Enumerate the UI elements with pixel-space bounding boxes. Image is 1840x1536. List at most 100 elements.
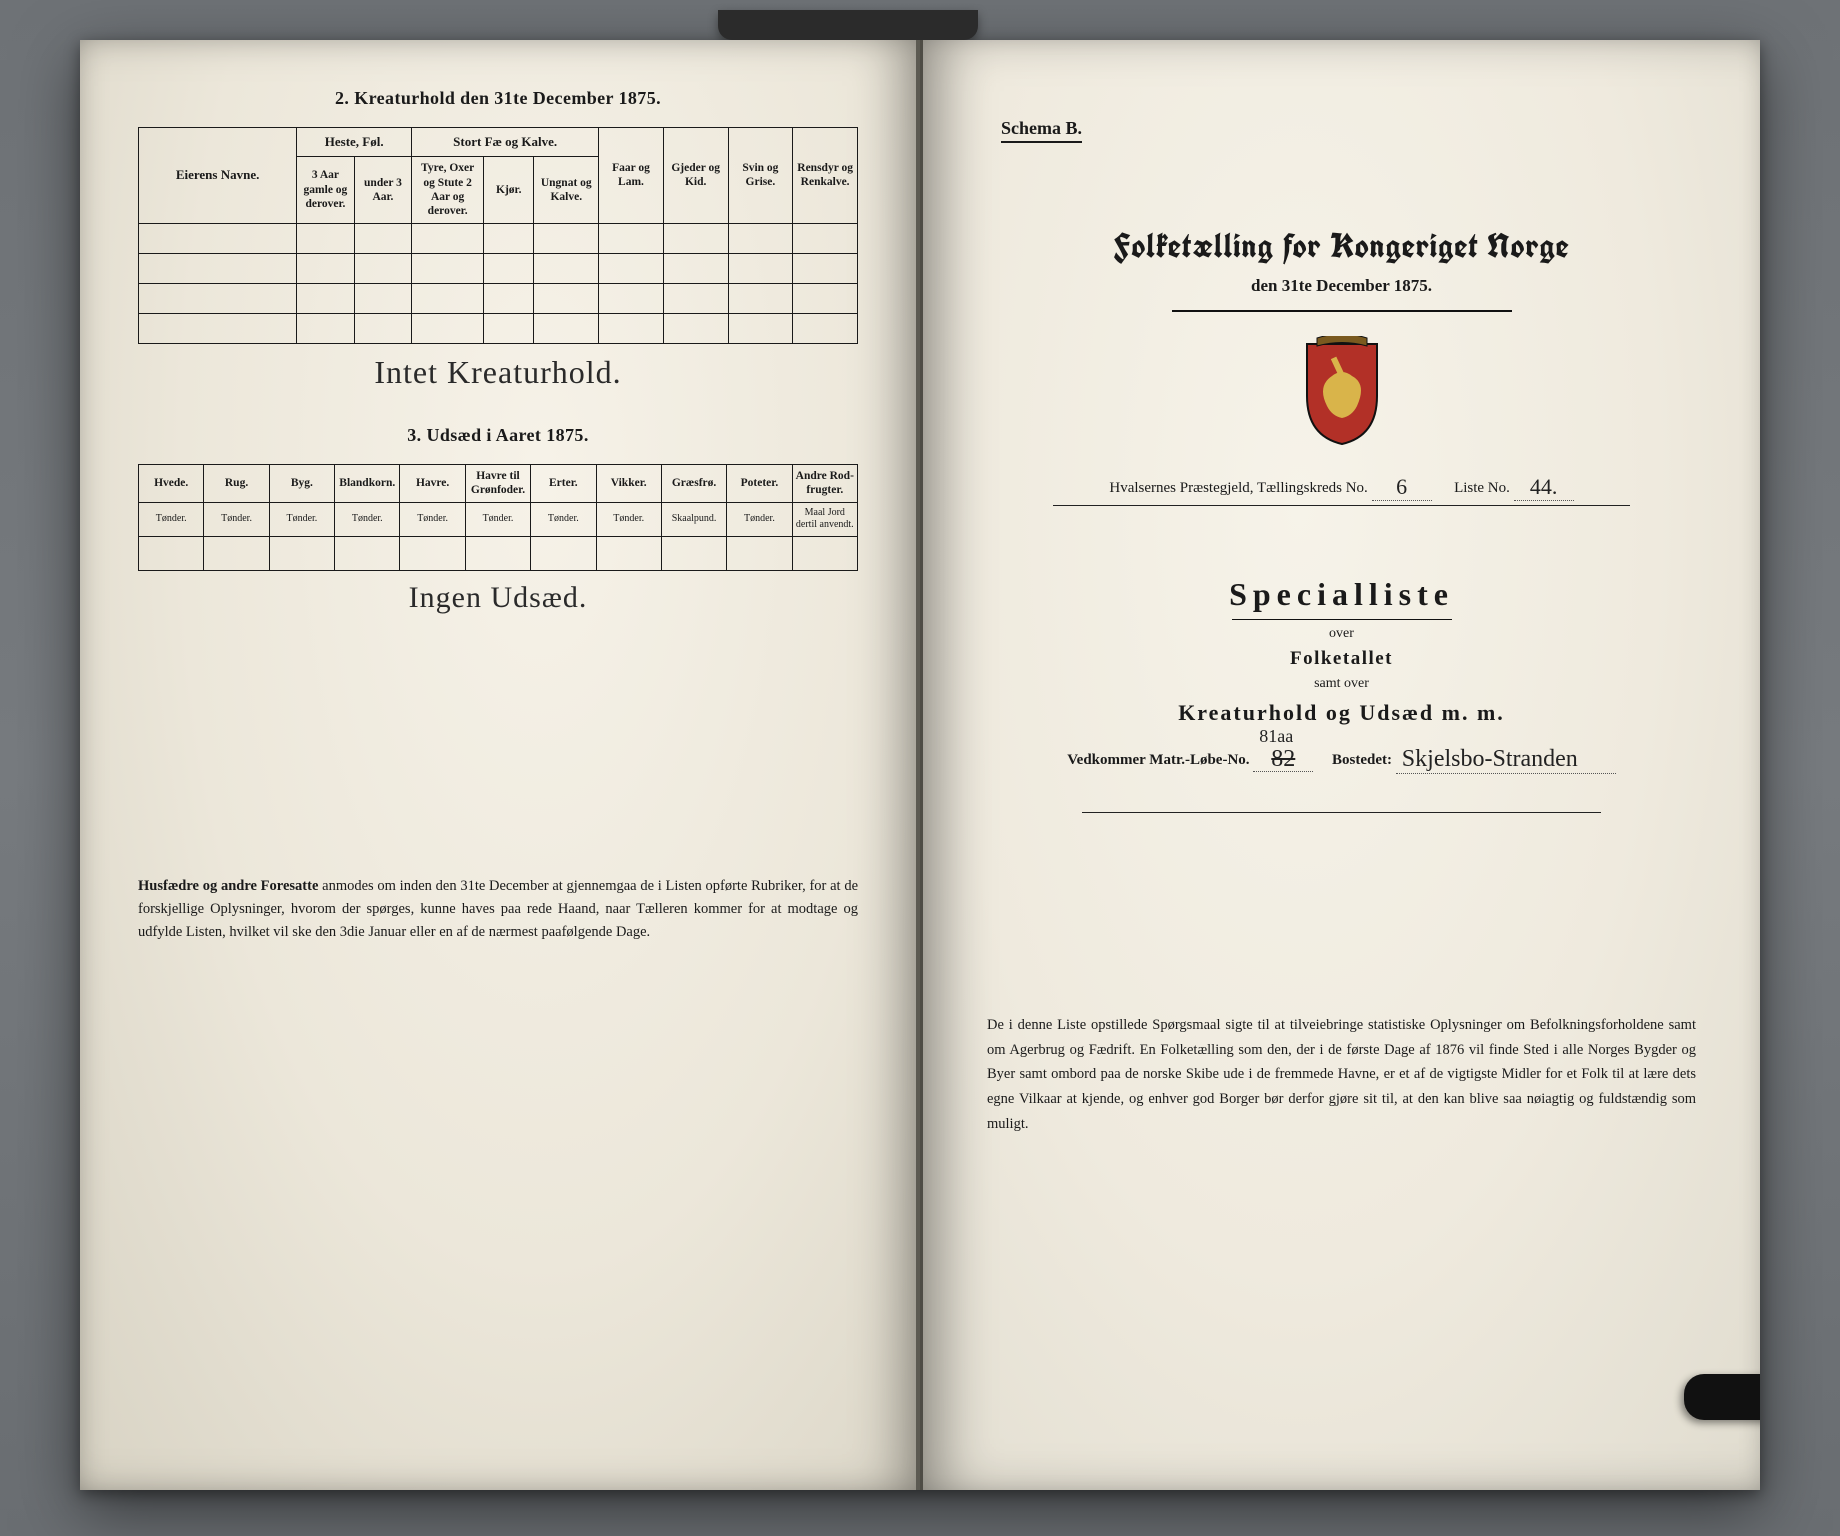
matr-line: Vedkommer Matr.-Løbe-No. 82 81aa Bostede…: [981, 744, 1702, 772]
schema-label: Schema B.: [1001, 118, 1082, 143]
table-cell: [663, 283, 728, 313]
table-cell: [297, 253, 355, 283]
matr-label1: Vedkommer Matr.-Løbe-No.: [1067, 752, 1249, 768]
table-cell: [663, 223, 728, 253]
parish-line: Hvalsernes Præstegjeld, Tællingskreds No…: [981, 472, 1702, 499]
t3-header: Andre Rod­frugter.: [792, 464, 857, 502]
open-book: 2. Kreaturhold den 31te December 1875. E…: [80, 40, 1760, 1490]
divider-long: [1082, 812, 1601, 813]
t2-g1: Heste, Føl.: [297, 128, 412, 157]
table-cell: [793, 223, 858, 253]
table-cell: [139, 313, 297, 343]
t3-header: Erter.: [531, 464, 596, 502]
t2-s2: under 3 Aar.: [354, 157, 412, 224]
t3-header: Græsfrø.: [661, 464, 726, 502]
t3-unit: Tønder.: [400, 502, 465, 536]
special-heading: Specialliste: [981, 576, 1702, 613]
t3-unit: Tønder.: [727, 502, 792, 536]
table-cell: [663, 313, 728, 343]
table-cell: [599, 223, 664, 253]
table-cell: [793, 313, 858, 343]
t2-s1: 3 Aar gamle og derover.: [297, 157, 355, 224]
parish-line-rule: [1053, 505, 1630, 506]
table-cell: [534, 313, 599, 343]
table-cell: [728, 253, 793, 283]
kreds-value: 6: [1372, 474, 1432, 501]
t2-s5: Ungnat og Kalve.: [534, 157, 599, 224]
special-samt: samt over: [981, 676, 1702, 692]
t2-s4: Kjør.: [484, 157, 534, 224]
table-cell: [728, 313, 793, 343]
t3-unit: Tønder.: [204, 502, 269, 536]
table-cell: [599, 253, 664, 283]
table-cell: [465, 536, 530, 570]
table-cell: [534, 283, 599, 313]
table-cell: [596, 536, 661, 570]
liste-label: Liste No.: [1454, 480, 1510, 496]
special-over: over: [981, 626, 1702, 642]
specialliste-block: Specialliste over Folketallet samt over …: [981, 576, 1702, 726]
table-cell: [269, 536, 334, 570]
right-page: Schema B. Folketælling for Kongeriget No…: [920, 40, 1760, 1490]
scanner-background: 2. Kreaturhold den 31te December 1875. E…: [0, 0, 1840, 1536]
table-cell: [412, 253, 484, 283]
t3-header: Blandkorn.: [335, 464, 400, 502]
census-title: Folketælling for Kongeriget Norge: [981, 224, 1702, 268]
table-cell: [661, 536, 726, 570]
index-thumb-tab: [1684, 1374, 1760, 1420]
table-cell: [139, 253, 297, 283]
table-cell: [204, 536, 269, 570]
liste-value: 44.: [1514, 474, 1574, 501]
t3-header: Poteter.: [727, 464, 792, 502]
matr-value-strike: 82: [1271, 746, 1295, 773]
parish-prefix: Hvalsernes Præstegjeld, Tællingskreds No…: [1109, 480, 1367, 496]
table-cell: [139, 223, 297, 253]
section2-title: 2. Kreaturhold den 31te December 1875.: [138, 88, 858, 109]
t2-s3: Tyre, Oxer og Stu­te 2 Aar og derover.: [412, 157, 484, 224]
t2-owners-label: Eierens Navne.: [139, 128, 297, 224]
t2-g6: Rensdyr og Renkalve.: [793, 128, 858, 224]
matr-value-above: 81aa: [1259, 726, 1293, 747]
table-cell: [663, 253, 728, 283]
special-line1: Folketallet: [981, 648, 1702, 670]
book-binding: [718, 10, 978, 40]
table-cell: [400, 536, 465, 570]
left-footnote-lead: Husfædre og andre Foresatte: [138, 878, 318, 894]
table-cell: [354, 253, 412, 283]
t3-unit: Tønder.: [139, 502, 204, 536]
t3-unit: Tønder.: [335, 502, 400, 536]
table-cell: [599, 283, 664, 313]
table-cell: [728, 223, 793, 253]
right-footnote: De i denne Liste opstillede Spørgsmaal s…: [981, 1013, 1702, 1136]
table-cell: [297, 223, 355, 253]
table-cell: [297, 283, 355, 313]
table-kreaturhold: Eierens Navne. Heste, Føl. Stort Fæ og K…: [138, 127, 858, 344]
t3-unit: Tønder.: [531, 502, 596, 536]
table-cell: [531, 536, 596, 570]
t3-unit: Tønder.: [465, 502, 530, 536]
table-cell: [728, 283, 793, 313]
special-line2: Kreaturhold og Udsæd m. m.: [981, 700, 1702, 726]
bosted-value: Skjelsbo-Stranden: [1396, 746, 1616, 774]
table-cell: [793, 283, 858, 313]
t3-unit: Tønder.: [269, 502, 334, 536]
table-cell: [484, 223, 534, 253]
handwriting-kreaturhold: Intet Kreaturhold.: [138, 354, 858, 391]
t3-header: Havre til Grønfoder.: [465, 464, 530, 502]
t3-header: Hvede.: [139, 464, 204, 502]
t2-g3: Faar og Lam.: [599, 128, 664, 224]
t3-unit: Skaalpund.: [661, 502, 726, 536]
table-cell: [139, 283, 297, 313]
special-rule: [1232, 619, 1452, 620]
t3-header: Havre.: [400, 464, 465, 502]
table-cell: [484, 283, 534, 313]
t3-header: Vikker.: [596, 464, 661, 502]
table-cell: [792, 536, 857, 570]
census-subtitle: den 31te December 1875.: [981, 276, 1702, 296]
left-footnote: Husfædre og andre Foresatte anmodes om i…: [138, 875, 858, 945]
table-cell: [484, 253, 534, 283]
table-cell: [412, 313, 484, 343]
coat-of-arms-icon: [1297, 336, 1387, 446]
t2-g2: Stort Fæ og Kalve.: [412, 128, 599, 157]
table-cell: [412, 283, 484, 313]
